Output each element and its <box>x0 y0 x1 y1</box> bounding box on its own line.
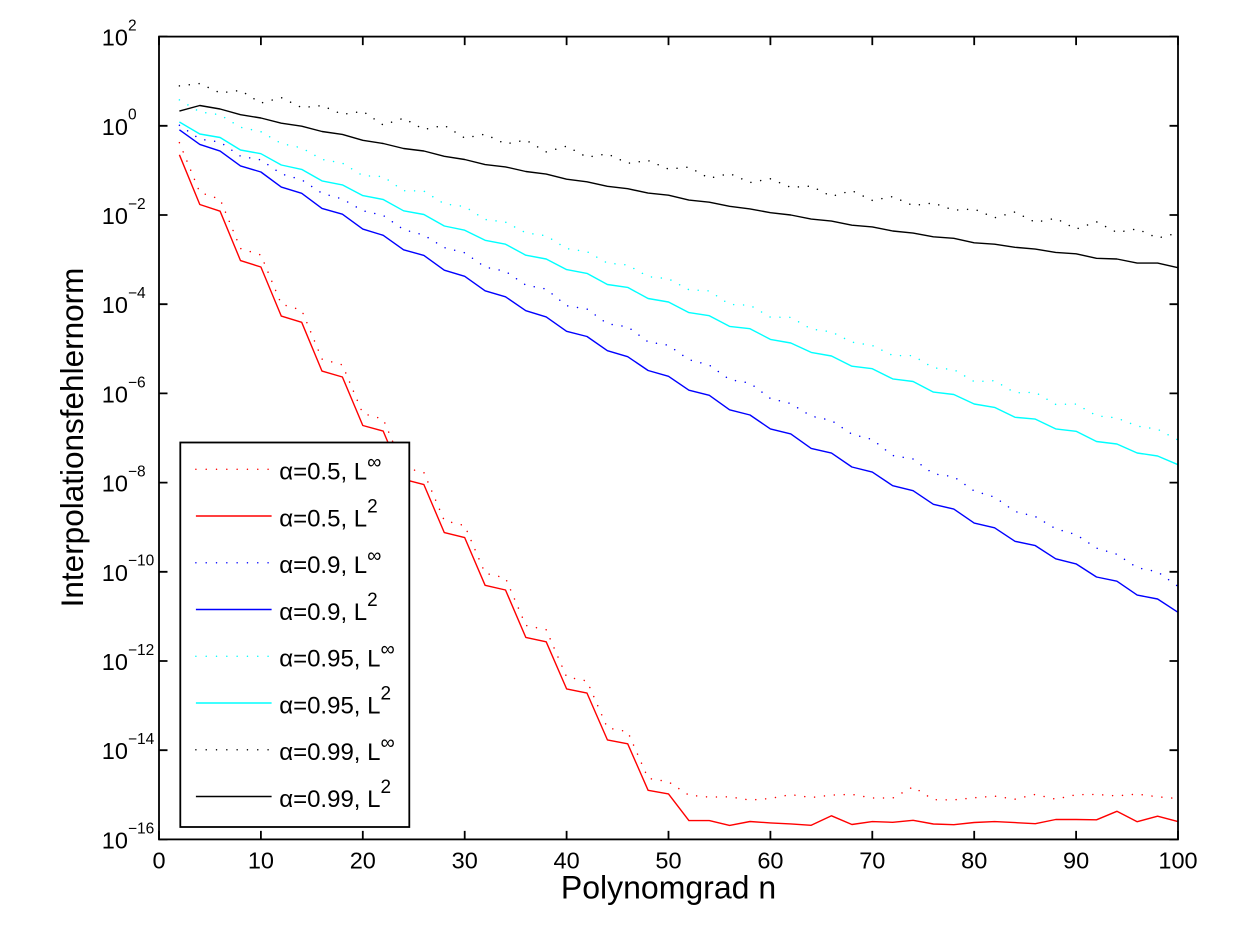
svg-text:Polynomgrad n: Polynomgrad n <box>561 870 776 906</box>
svg-text:20: 20 <box>350 848 376 874</box>
svg-text:10: 10 <box>248 848 274 874</box>
svg-text:40: 40 <box>554 848 580 874</box>
svg-text:50: 50 <box>655 848 681 874</box>
svg-text:30: 30 <box>452 848 478 874</box>
svg-text:Interpolationsfehlernorm: Interpolationsfehlernorm <box>54 268 90 608</box>
svg-text:0: 0 <box>152 848 165 874</box>
svg-text:80: 80 <box>961 848 987 874</box>
svg-text:60: 60 <box>757 848 783 874</box>
svg-text:90: 90 <box>1063 848 1089 874</box>
svg-text:70: 70 <box>859 848 885 874</box>
svg-text:100: 100 <box>1158 848 1197 874</box>
